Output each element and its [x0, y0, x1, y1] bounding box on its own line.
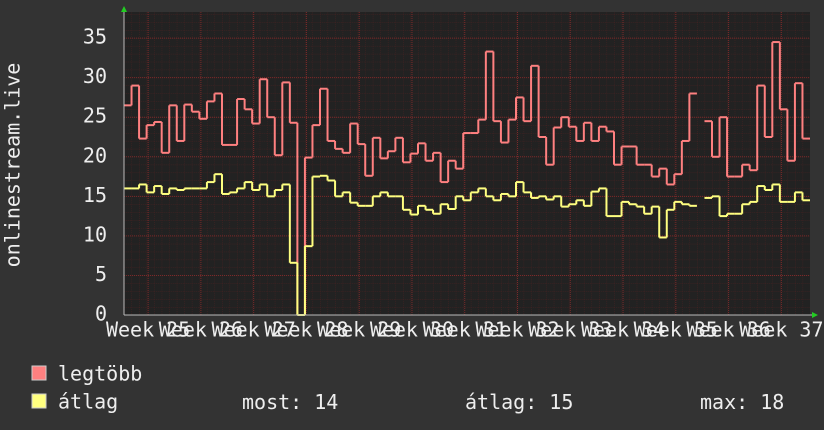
x-tick-label: Week 29	[317, 318, 401, 342]
x-tick-label: Week 36	[686, 318, 770, 342]
x-tick-label: Week 30	[370, 318, 454, 342]
grid	[124, 12, 810, 316]
y-tick-label: 15	[83, 183, 107, 207]
x-tick-label: Week 28	[264, 318, 348, 342]
legend-label: legtöbb	[58, 362, 142, 386]
y-tick-label: 35	[83, 25, 107, 49]
y-tick-label: 10	[83, 222, 107, 246]
x-tick-label: Week 27	[212, 318, 296, 342]
y-tick-label: 20	[83, 143, 107, 167]
stat-value: 18	[760, 390, 784, 414]
x-tick-label: Week 26	[159, 318, 243, 342]
stat-label: most:	[242, 390, 302, 414]
marks	[124, 41, 810, 316]
stat-label: max:	[700, 390, 748, 414]
x-tick-label: Week 31	[423, 318, 507, 342]
legend-label: átlag	[58, 390, 118, 414]
x-tick-label: Week 32	[475, 318, 559, 342]
x-tick-label: Week 33	[528, 318, 612, 342]
stat: átlag: 15	[465, 390, 573, 414]
y-tick-label: 25	[83, 104, 107, 128]
axis-arrow	[812, 312, 818, 318]
axis-arrow	[121, 6, 127, 12]
x-tick-label: Week 35	[634, 318, 718, 342]
x-tick-label: Week 25	[106, 318, 190, 342]
stat: max: 18	[700, 390, 784, 414]
stat-value: 15	[549, 390, 573, 414]
legend-swatch	[31, 365, 47, 381]
stat-value: 14	[314, 390, 338, 414]
x-tick-label: Week 34	[581, 318, 665, 342]
legend-swatch	[31, 393, 47, 409]
y-tick-label: 30	[83, 64, 107, 88]
y-tick-label: 5	[95, 262, 107, 286]
y-axis-label: onlinestream.live	[1, 63, 25, 268]
x-tick-label: Week 37	[739, 318, 823, 342]
y-tick-label: 0	[95, 302, 107, 326]
stat-label: átlag:	[465, 390, 537, 414]
minor-grid	[124, 12, 810, 315]
stat: most: 14	[242, 390, 338, 414]
